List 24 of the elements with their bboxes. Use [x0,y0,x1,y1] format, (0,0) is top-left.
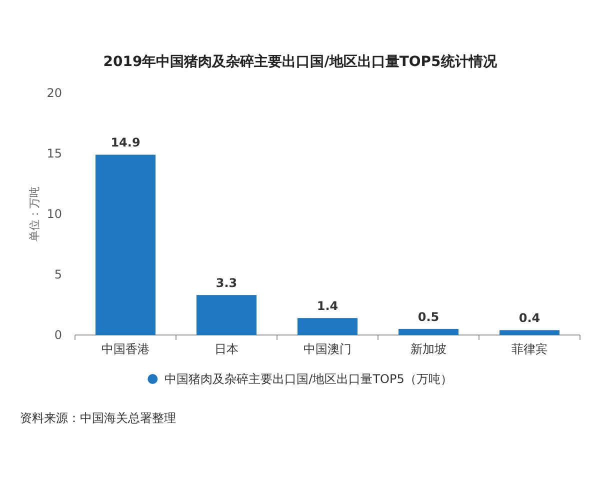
bar [398,328,458,335]
y-tick-label: 5 [54,268,62,282]
y-tick-label: 15 [46,146,62,160]
bar [500,330,560,335]
x-tick-label: 中国澳门 [304,342,352,356]
x-tick-label: 新加坡 [410,342,446,356]
chart-title: 2019年中国猪肉及杂碎主要出口国/地区出口量TOP5统计情况 [103,53,498,70]
y-tick-label: 10 [46,207,62,221]
legend-label: 中国猪肉及杂碎主要出口国/地区出口量TOP5（万吨） [164,372,452,386]
bar [196,295,256,335]
data-label: 3.3 [216,276,238,290]
data-label: 0.5 [418,310,440,324]
bar [96,154,156,335]
x-tick-label: 中国香港 [102,342,150,356]
data-label: 1.4 [316,299,338,314]
y-tick-label: 20 [46,86,62,100]
x-tick-label: 日本 [214,342,238,356]
bar [298,318,358,335]
text: 资料来源：中国海关总署整理 [20,411,176,425]
y-axis-title: 单位：万吨 [28,186,41,242]
data-label: 0.4 [518,311,540,326]
y-tick-label: 0 [54,328,62,342]
x-tick-label: 菲律宾 [512,342,548,356]
data-label: 14.9 [110,136,140,150]
